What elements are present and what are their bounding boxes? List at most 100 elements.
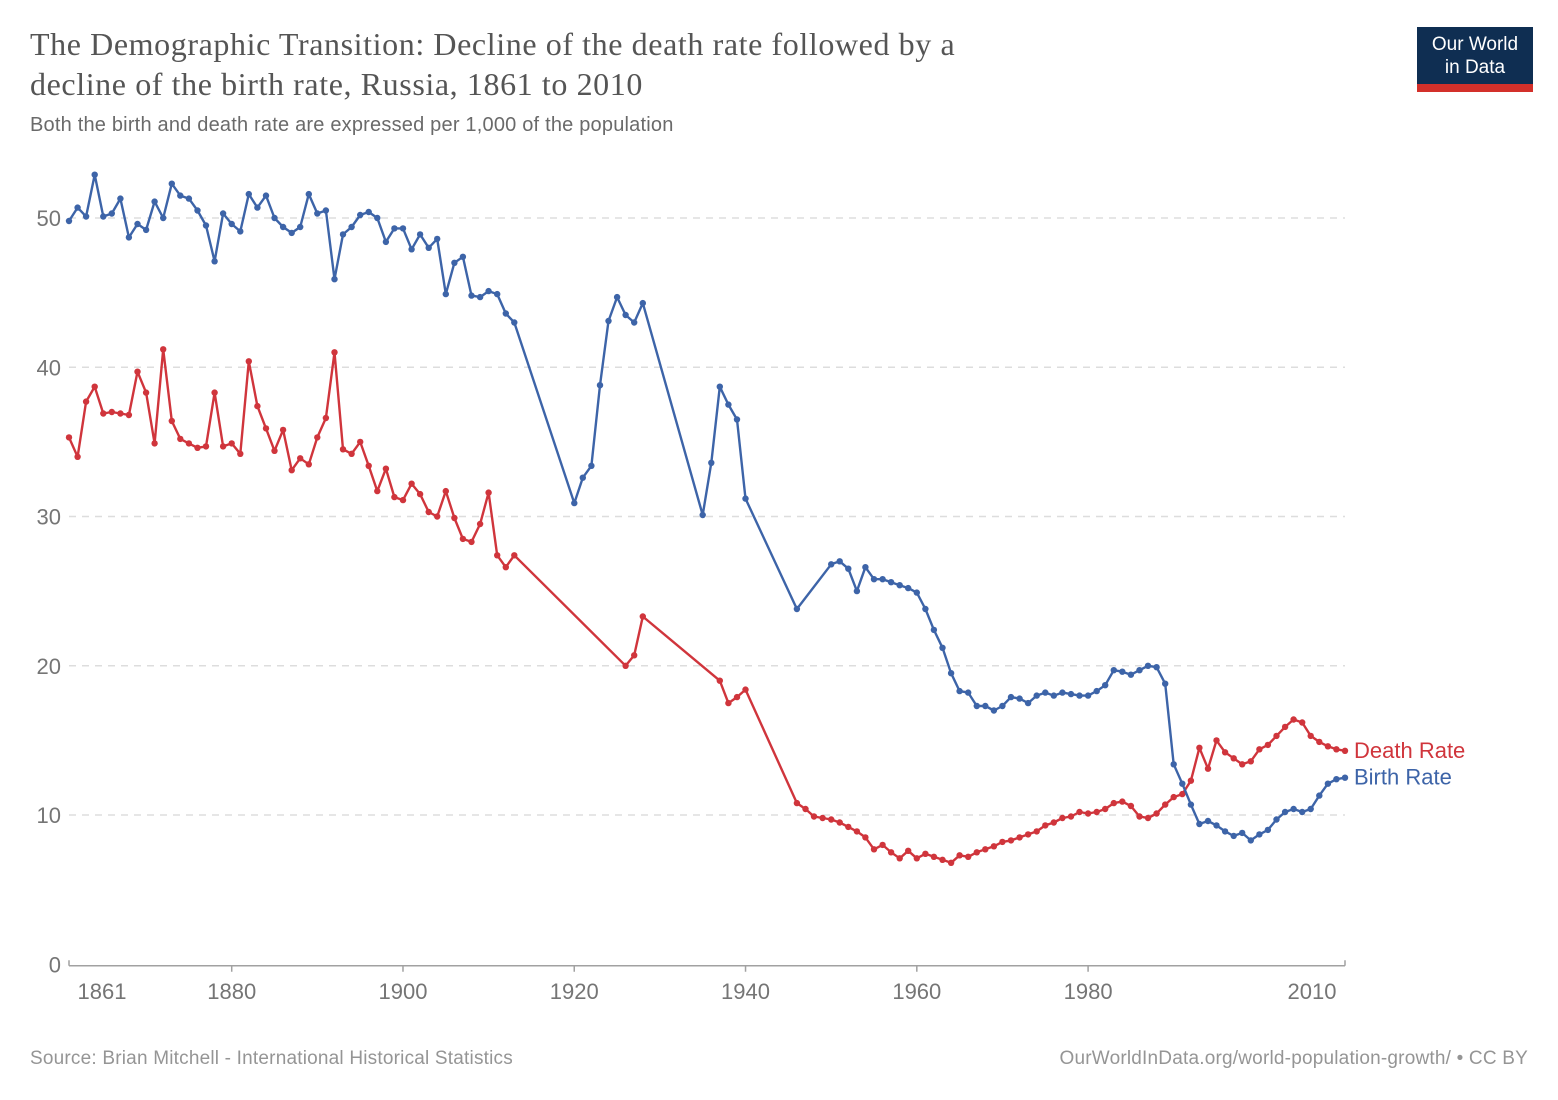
y-axis-label-20: 20 <box>37 654 61 679</box>
birth-rate-point <box>1256 831 1263 838</box>
attribution-note: OurWorldInData.org/world-population-grow… <box>1059 1048 1528 1069</box>
death-rate-point <box>810 813 818 820</box>
chart-title: The Demographic Transition: Decline of t… <box>30 24 955 104</box>
birth-rate-point <box>1102 682 1109 689</box>
birth-rate-point <box>913 589 920 596</box>
birth-rate-point <box>639 299 646 307</box>
death-rate-point <box>151 440 158 447</box>
birth-rate-point <box>108 210 116 217</box>
death-rate-point <box>1059 814 1066 822</box>
death-rate-point <box>716 677 723 684</box>
birth-rate-point <box>999 702 1006 710</box>
logo-line2: in Data <box>1444 56 1506 78</box>
birth-rate-point <box>571 499 578 507</box>
birth-rate-point <box>1110 667 1118 674</box>
birth-rate-point <box>1247 837 1255 844</box>
death-rate-point <box>365 462 372 469</box>
birth-rate-point <box>177 192 184 199</box>
death-rate-point <box>476 520 484 528</box>
birth-rate-point <box>1042 689 1049 696</box>
death-rate-point <box>168 417 175 425</box>
death-rate-point <box>1084 810 1092 817</box>
death-rate-point <box>922 850 929 857</box>
birth-rate-point <box>305 190 312 198</box>
death-rate-point <box>408 480 415 487</box>
birth-rate-point <box>613 293 621 301</box>
death-rate-point <box>965 853 972 860</box>
birth-rate-point <box>219 210 227 217</box>
birth-rate-point <box>716 383 723 390</box>
death-rate-point <box>434 513 441 520</box>
birth-rate-point <box>288 229 295 237</box>
death-rate-point <box>1221 749 1229 756</box>
birth-rate-point <box>348 223 355 231</box>
death-rate-point <box>1213 737 1220 744</box>
birth-rate-point <box>965 689 972 696</box>
death-rate-point <box>1050 819 1058 826</box>
birth-rate-point <box>382 238 390 246</box>
birth-rate-point <box>1144 662 1152 669</box>
birth-rate-point <box>399 225 407 232</box>
death-rate-point <box>211 389 218 396</box>
birth-rate-point <box>142 226 150 234</box>
death-rate-point <box>468 538 475 546</box>
x-axis-label-1880: 1880 <box>207 979 256 1004</box>
death-rate-point <box>374 487 381 495</box>
death-rate-point <box>1102 805 1109 813</box>
death-rate-point <box>1170 793 1177 801</box>
x-axis-label-1920: 1920 <box>550 979 599 1004</box>
death-rate-point <box>271 447 278 454</box>
birth-rate-point <box>708 459 715 466</box>
death-rate-point <box>1230 755 1237 762</box>
birth-rate-point <box>631 319 638 326</box>
birth-rate-point <box>588 462 595 469</box>
death-rate-point <box>177 435 184 443</box>
death-rate-point <box>853 828 861 835</box>
death-rate-point <box>639 613 646 620</box>
death-rate-point <box>1341 747 1349 754</box>
birth-rate-point <box>357 211 364 219</box>
death-rate-point <box>314 434 321 441</box>
birth-rate-point <box>322 207 330 214</box>
birth-rate-point <box>416 231 424 238</box>
birth-rate-point <box>939 644 946 651</box>
birth-rate-point <box>605 317 612 325</box>
death-rate-point <box>742 686 749 693</box>
birth-rate-point <box>494 290 501 298</box>
birth-rate-point <box>125 234 133 241</box>
death-rate-point <box>160 346 167 353</box>
chart-subtitle: Both the birth and death rate are expres… <box>30 114 674 136</box>
birth-rate-point <box>725 401 732 408</box>
birth-rate-point <box>65 217 73 225</box>
death-rate-point <box>382 465 390 472</box>
death-rate-point <box>870 846 878 853</box>
birth-rate-point <box>1076 692 1083 699</box>
y-axis-label-0: 0 <box>49 952 61 977</box>
death-rate-point <box>91 383 98 390</box>
death-rate-point <box>862 834 869 841</box>
death-rate-point <box>305 461 312 468</box>
death-rate-point <box>879 841 886 849</box>
birth-rate-point <box>1033 692 1040 699</box>
birth-rate-point <box>1221 828 1229 835</box>
birth-rate-point <box>1179 780 1186 787</box>
birth-rate-point <box>194 207 201 214</box>
death-rate-point <box>1162 801 1169 808</box>
death-rate-point <box>245 358 252 365</box>
death-rate-point <box>1290 716 1297 723</box>
birth-rate-point <box>511 319 518 326</box>
birth-rate-point <box>853 587 861 595</box>
birth-rate-point <box>1050 692 1058 699</box>
death-rate-point <box>117 410 124 417</box>
birth-rate-point <box>862 564 869 571</box>
death-rate-point <box>194 444 201 451</box>
death-rate-point <box>485 489 492 496</box>
chart-title-line1: The Demographic Transition: Decline of t… <box>30 26 956 62</box>
birth-rate-point <box>1281 808 1289 816</box>
death-rate-point <box>939 856 946 863</box>
birth-rate-point <box>579 474 586 481</box>
death-rate-point <box>1136 813 1143 820</box>
death-rate-point <box>108 408 116 416</box>
